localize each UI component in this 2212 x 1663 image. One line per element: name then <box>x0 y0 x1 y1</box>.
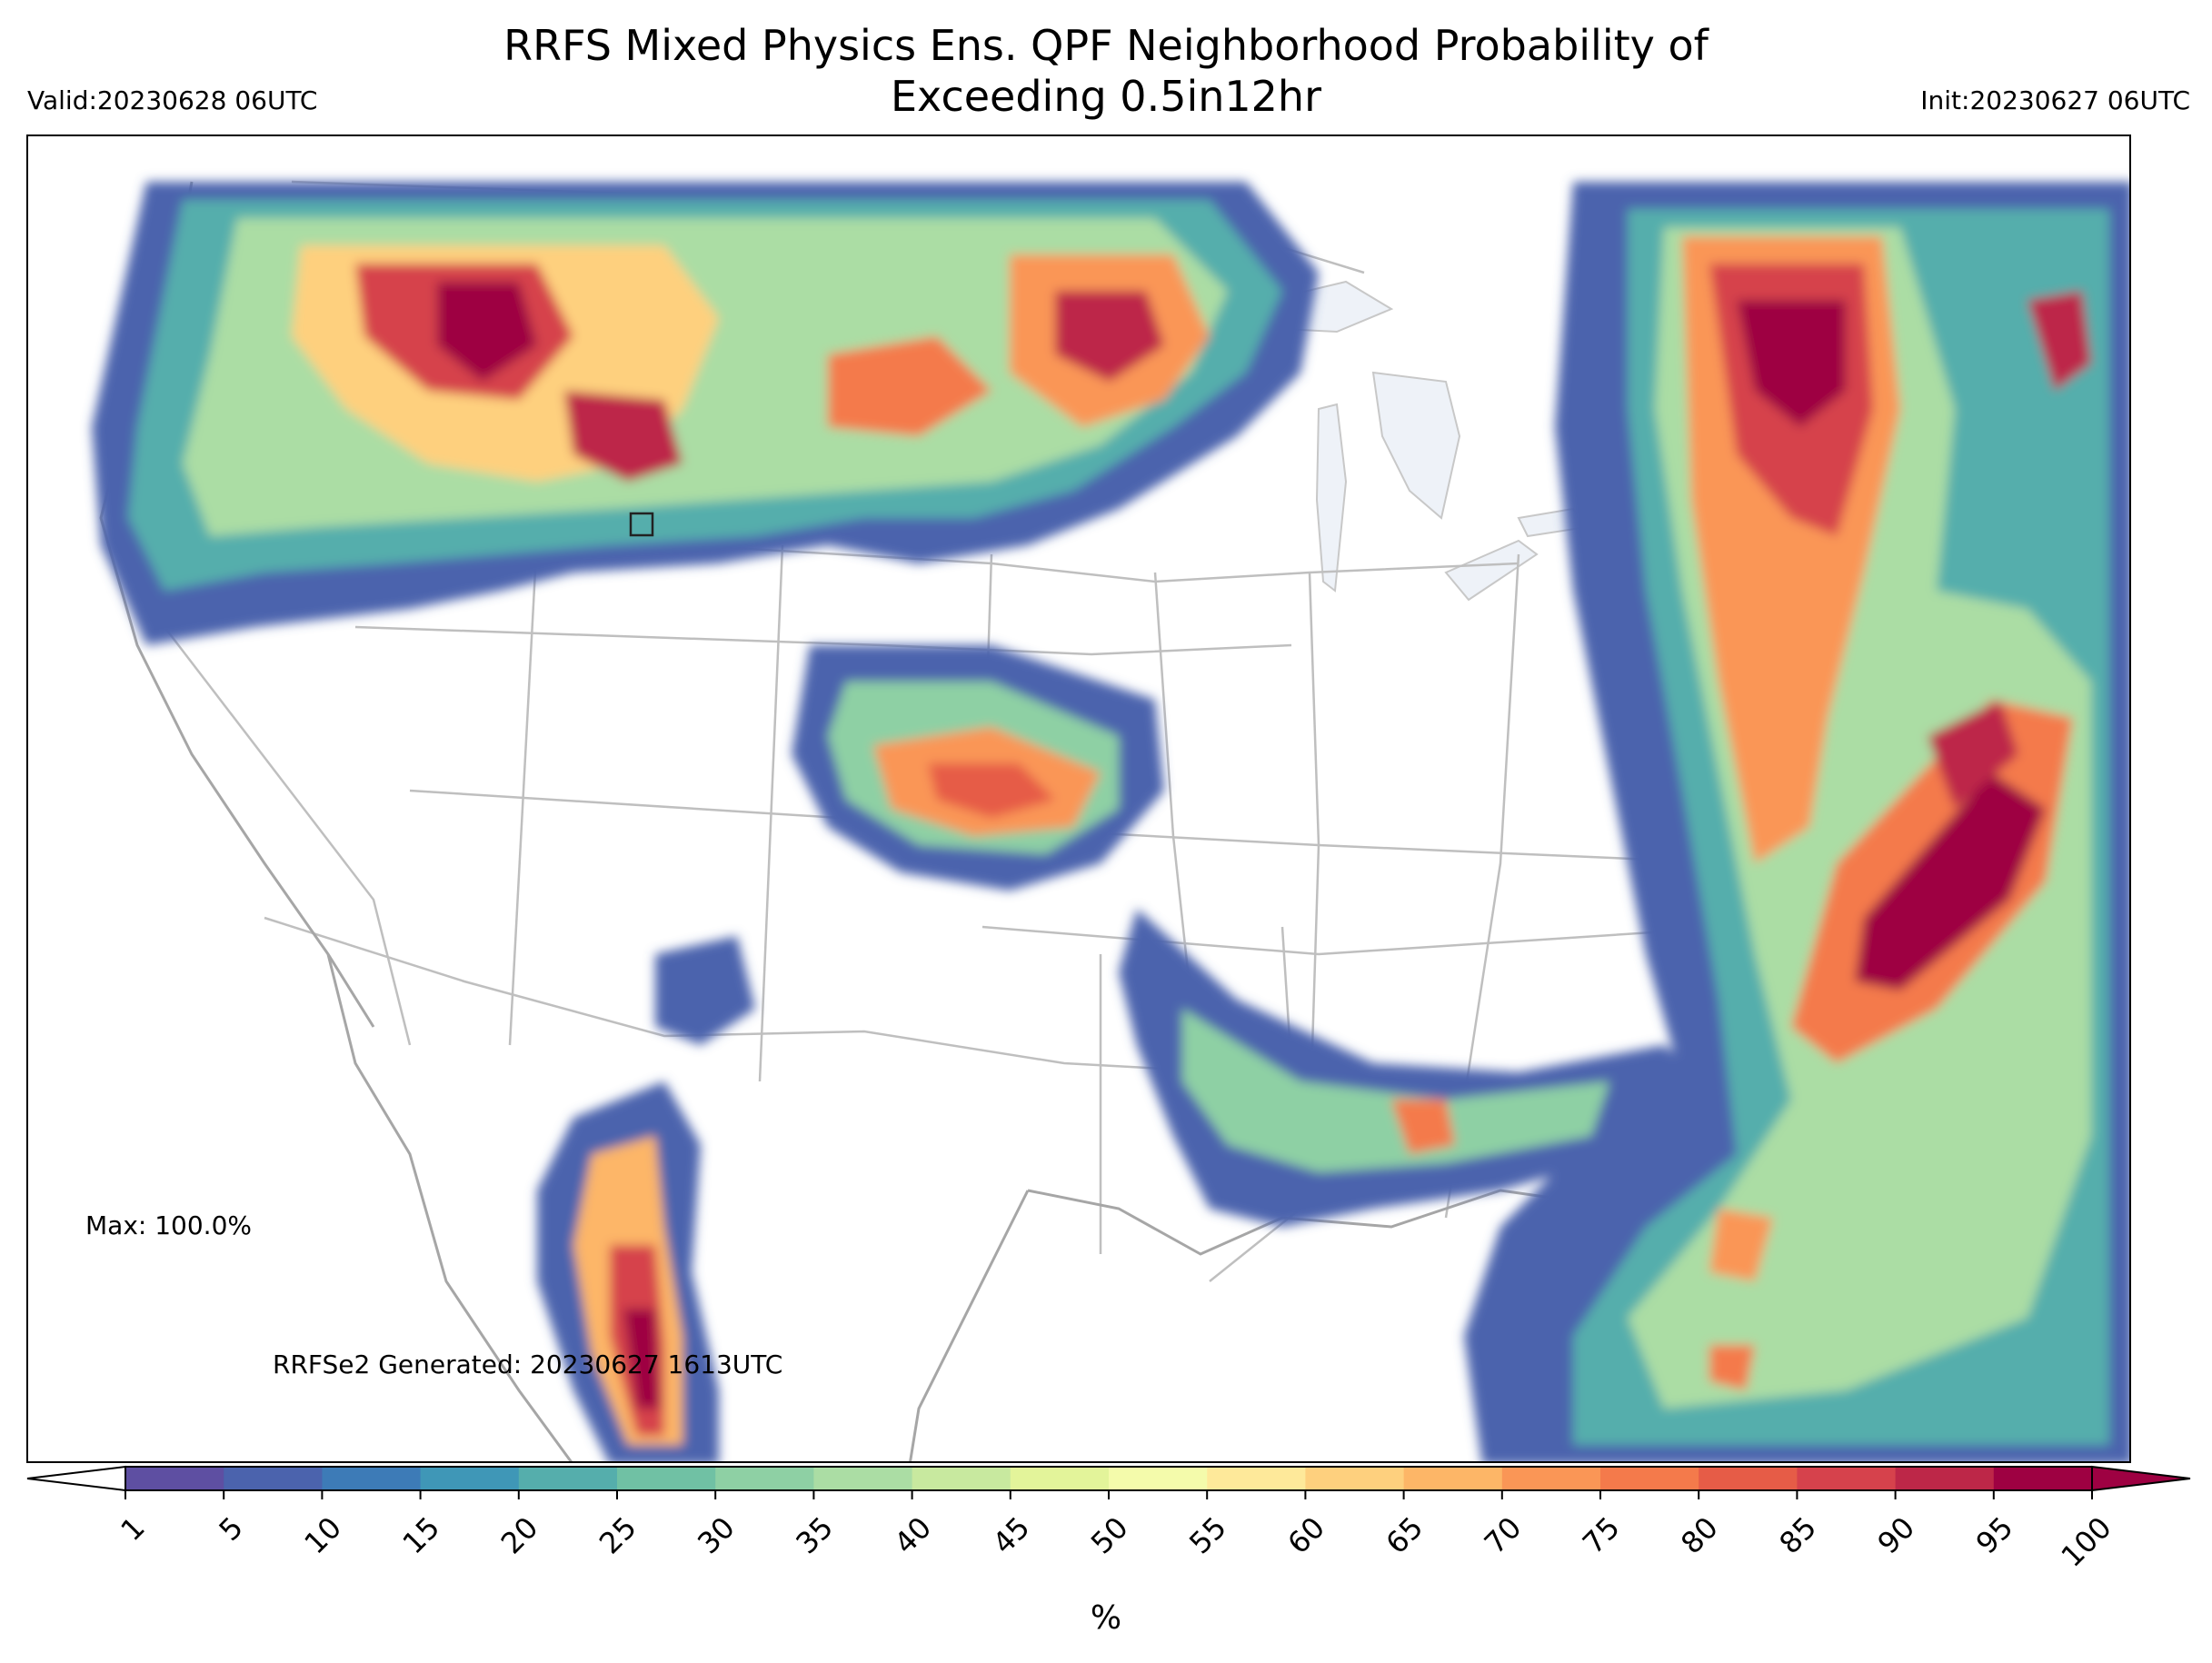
colorbar-swatch <box>813 1467 913 1490</box>
title-line-2: Exceeding 0.5in12hr <box>890 72 1321 121</box>
colorbar-swatch <box>912 1467 1011 1490</box>
colorbar-swatch <box>1207 1467 1306 1490</box>
colorbar-swatch <box>1010 1467 1110 1490</box>
colorbar-swatch <box>1403 1467 1503 1490</box>
colorbar-tick-label: 80 <box>1674 1510 1725 1561</box>
generated-note: RRFSe2 Generated: 20230627 1613UTC <box>273 1349 783 1379</box>
colorbar: 1 5 10 15 20 25 30 35 40 45 50 55 60 65 70 75 80 85 90 95 10… <box>26 1465 2191 1574</box>
map-panel <box>26 134 2131 1463</box>
colorbar-swatch <box>1600 1467 1699 1490</box>
colorbar-tick-label: 65 <box>1380 1510 1430 1561</box>
colorbar-swatch <box>1993 1467 2093 1490</box>
colorbar-swatch <box>125 1467 224 1490</box>
colorbar-swatch <box>715 1467 814 1490</box>
colorbar-swatches <box>26 1465 2191 1492</box>
colorbar-tick-label: 10 <box>297 1510 348 1561</box>
colorbar-tick-label: 75 <box>1576 1510 1627 1561</box>
colorbar-tick-label: 1 <box>114 1510 151 1548</box>
marker-box <box>629 512 654 537</box>
colorbar-swatch <box>420 1467 520 1490</box>
colorbar-tick-label: 95 <box>1969 1510 2020 1561</box>
colorbar-swatch <box>1305 1467 1405 1490</box>
colorbar-swatch <box>1699 1467 1798 1490</box>
init-time: Init:20230627 06UTC <box>1920 85 2190 115</box>
colorbar-swatch <box>1109 1467 1208 1490</box>
colorbar-tick-label: 45 <box>986 1510 1037 1561</box>
colorbar-tick-label: 30 <box>691 1510 742 1561</box>
colorbar-tick-label: 5 <box>213 1510 250 1548</box>
colorbar-swatch <box>1501 1467 1601 1490</box>
colorbar-tick-label: 40 <box>888 1510 939 1561</box>
colorbar-tick-label: 100 <box>2055 1510 2118 1574</box>
colorbar-tick-label: 55 <box>1182 1510 1233 1561</box>
probability-field <box>92 182 2129 1461</box>
colorbar-tick-label: 90 <box>1871 1510 1922 1561</box>
colorbar-max-extend <box>2091 1465 2191 1492</box>
colorbar-swatch <box>322 1467 422 1490</box>
valid-time: Valid:20230628 06UTC <box>27 85 318 115</box>
colorbar-swatch <box>518 1467 618 1490</box>
colorbar-tick-label: 35 <box>789 1510 840 1561</box>
colorbar-tick-label: 85 <box>1772 1510 1823 1561</box>
colorbar-unit-label: % <box>1090 1599 1122 1637</box>
colorbar-tick-label: 15 <box>396 1510 447 1561</box>
colorbar-min-extend <box>26 1465 126 1492</box>
colorbar-tick-label: 25 <box>593 1510 643 1561</box>
map-title: RRFS Mixed Physics Ens. QPF Neighborhood… <box>0 20 2212 122</box>
colorbar-ticks: 1 5 10 15 20 25 30 35 40 45 50 55 60 65 70 75 80 85 90 95 10… <box>114 1490 2118 1574</box>
colorbar-swatch <box>617 1467 716 1490</box>
colorbar-tick-label: 70 <box>1478 1510 1529 1561</box>
max-note: Max: 100.0% <box>85 1210 252 1240</box>
colorbar-swatch <box>1895 1467 1995 1490</box>
colorbar-tick-label: 50 <box>1084 1510 1135 1561</box>
colorbar-tick-label: 20 <box>494 1510 545 1561</box>
colorbar-swatch <box>224 1467 323 1490</box>
title-line-1: RRFS Mixed Physics Ens. QPF Neighborhood… <box>503 21 1709 70</box>
colorbar-tick-label: 60 <box>1280 1510 1331 1561</box>
colorbar-swatch <box>1797 1467 1897 1490</box>
map-canvas <box>92 180 2129 1461</box>
